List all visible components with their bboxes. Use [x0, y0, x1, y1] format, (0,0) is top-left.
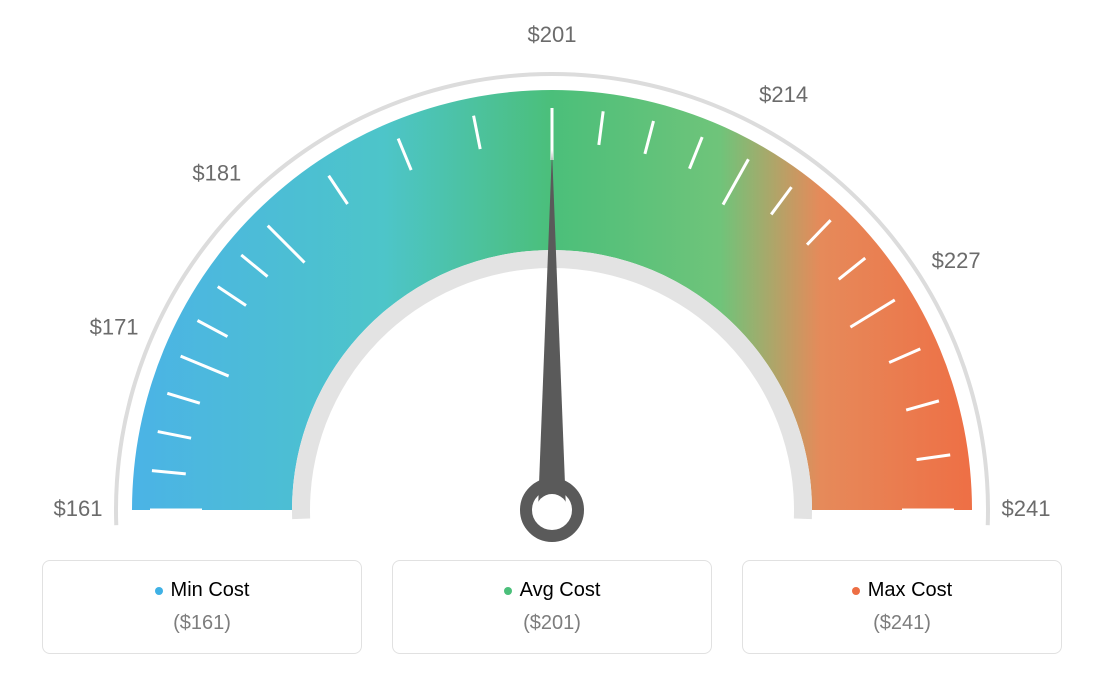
legend-max-title: Max Cost — [852, 579, 952, 602]
dot-icon — [504, 587, 512, 595]
dot-icon — [155, 587, 163, 595]
tick-label: $201 — [528, 22, 577, 47]
tick-label: $181 — [192, 161, 241, 186]
gauge-svg: $161 $171 $181 $201 $214 $227 $241 — [0, 0, 1104, 560]
tick-label: $241 — [1002, 496, 1051, 521]
legend-max-label: Max Cost — [868, 579, 952, 602]
legend-min-value: ($161) — [53, 612, 351, 635]
legend-card-avg: Avg Cost ($201) — [392, 560, 712, 654]
legend-card-max: Max Cost ($241) — [742, 560, 1062, 654]
legend-avg-label: Avg Cost — [520, 579, 601, 602]
legend-row: Min Cost ($161) Avg Cost ($201) Max Cost… — [0, 560, 1104, 674]
legend-avg-title: Avg Cost — [504, 579, 601, 602]
legend-avg-value: ($201) — [403, 612, 701, 635]
tick-label: $227 — [932, 248, 981, 273]
legend-min-title: Min Cost — [155, 579, 250, 602]
tick-label: $214 — [759, 82, 808, 107]
legend-card-min: Min Cost ($161) — [42, 560, 362, 654]
tick-label: $161 — [54, 496, 103, 521]
legend-max-value: ($241) — [753, 612, 1051, 635]
needle-pivot-hole — [536, 494, 568, 526]
tick-label: $171 — [90, 314, 139, 339]
dot-icon — [852, 587, 860, 595]
cost-gauge: $161 $171 $181 $201 $214 $227 $241 — [0, 0, 1104, 560]
legend-min-label: Min Cost — [171, 579, 250, 602]
